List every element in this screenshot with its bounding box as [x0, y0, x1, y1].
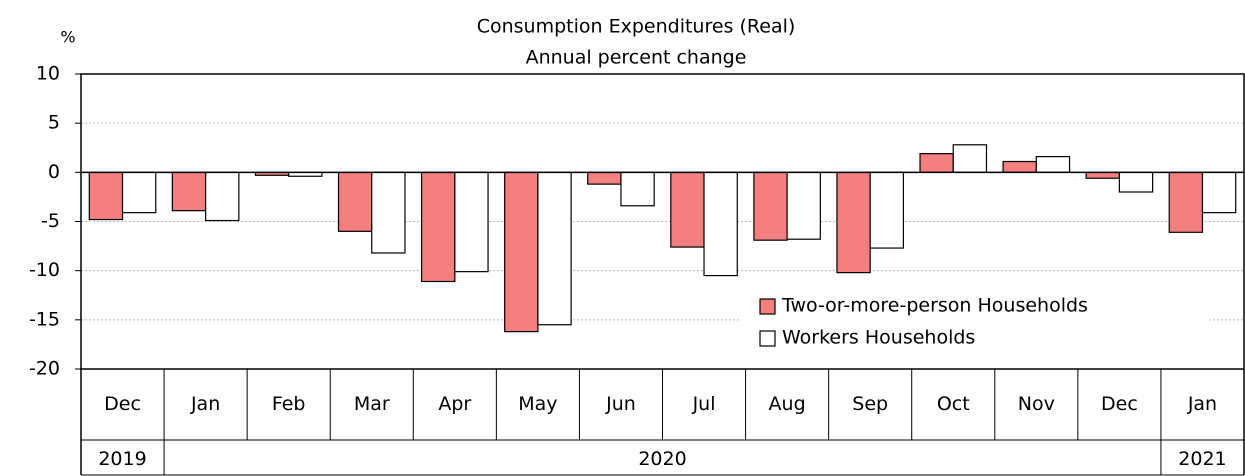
legend-box	[740, 290, 1210, 356]
legend-label: Workers Households	[782, 327, 975, 349]
y-tick-label: -10	[29, 259, 60, 281]
year-label: 2021	[1178, 448, 1226, 470]
bar	[952, 144, 988, 173]
y-tick-label: 0	[48, 161, 60, 183]
bar	[786, 171, 821, 240]
y-tick-label: -20	[29, 358, 60, 380]
bar	[88, 171, 124, 221]
y-tick-label: -15	[29, 308, 60, 330]
bar	[703, 171, 738, 277]
bar	[121, 171, 157, 214]
x-tick-label: Oct	[937, 393, 970, 415]
x-tick-label: Jun	[605, 393, 636, 415]
bar	[454, 171, 489, 273]
x-tick-label: Dec	[104, 393, 141, 415]
bar	[836, 171, 871, 274]
y-tick-label: 5	[48, 112, 60, 134]
bar	[205, 171, 240, 222]
x-tick-label: Jan	[1187, 393, 1217, 415]
year-label: 2019	[98, 448, 146, 470]
bar	[587, 171, 622, 185]
legend-swatch	[759, 298, 776, 315]
bar	[1002, 160, 1037, 173]
bar	[1118, 171, 1154, 193]
x-tick-label: Aug	[769, 393, 806, 415]
year-label: 2020	[638, 448, 686, 470]
chart-subtitle: Annual percent change	[526, 47, 747, 69]
bar	[1201, 171, 1237, 214]
y-tick-label: -5	[41, 210, 60, 232]
x-tick-label: Apr	[438, 393, 471, 415]
bar	[869, 171, 905, 249]
x-tick-label: Feb	[272, 393, 306, 415]
bar	[1085, 171, 1120, 179]
x-tick-label: Mar	[354, 393, 390, 415]
bar	[670, 171, 705, 248]
x-tick-label: Nov	[1018, 393, 1055, 415]
bar	[1035, 156, 1071, 173]
chart-title: Consumption Expenditures (Real)	[477, 16, 796, 38]
legend-swatch	[759, 330, 776, 347]
bar	[753, 171, 788, 241]
bar	[919, 153, 954, 173]
x-tick-label: Sep	[852, 393, 888, 415]
bar	[371, 171, 406, 254]
x-tick-label: Jan	[190, 393, 220, 415]
y-tick-label: 10	[36, 63, 60, 85]
bar	[504, 171, 539, 333]
bar	[620, 171, 655, 207]
plot-frame	[80, 73, 1245, 370]
bar	[1168, 171, 1204, 233]
bar	[537, 171, 572, 326]
bar	[171, 171, 207, 212]
bar	[420, 171, 456, 283]
legend-label: Two-or-more-person Households	[781, 295, 1088, 317]
x-tick-label: Jul	[692, 393, 716, 415]
x-tick-label: Dec	[1101, 393, 1138, 415]
y-axis-label: %	[60, 28, 75, 47]
bar	[337, 171, 373, 232]
x-tick-label: May	[518, 393, 557, 415]
